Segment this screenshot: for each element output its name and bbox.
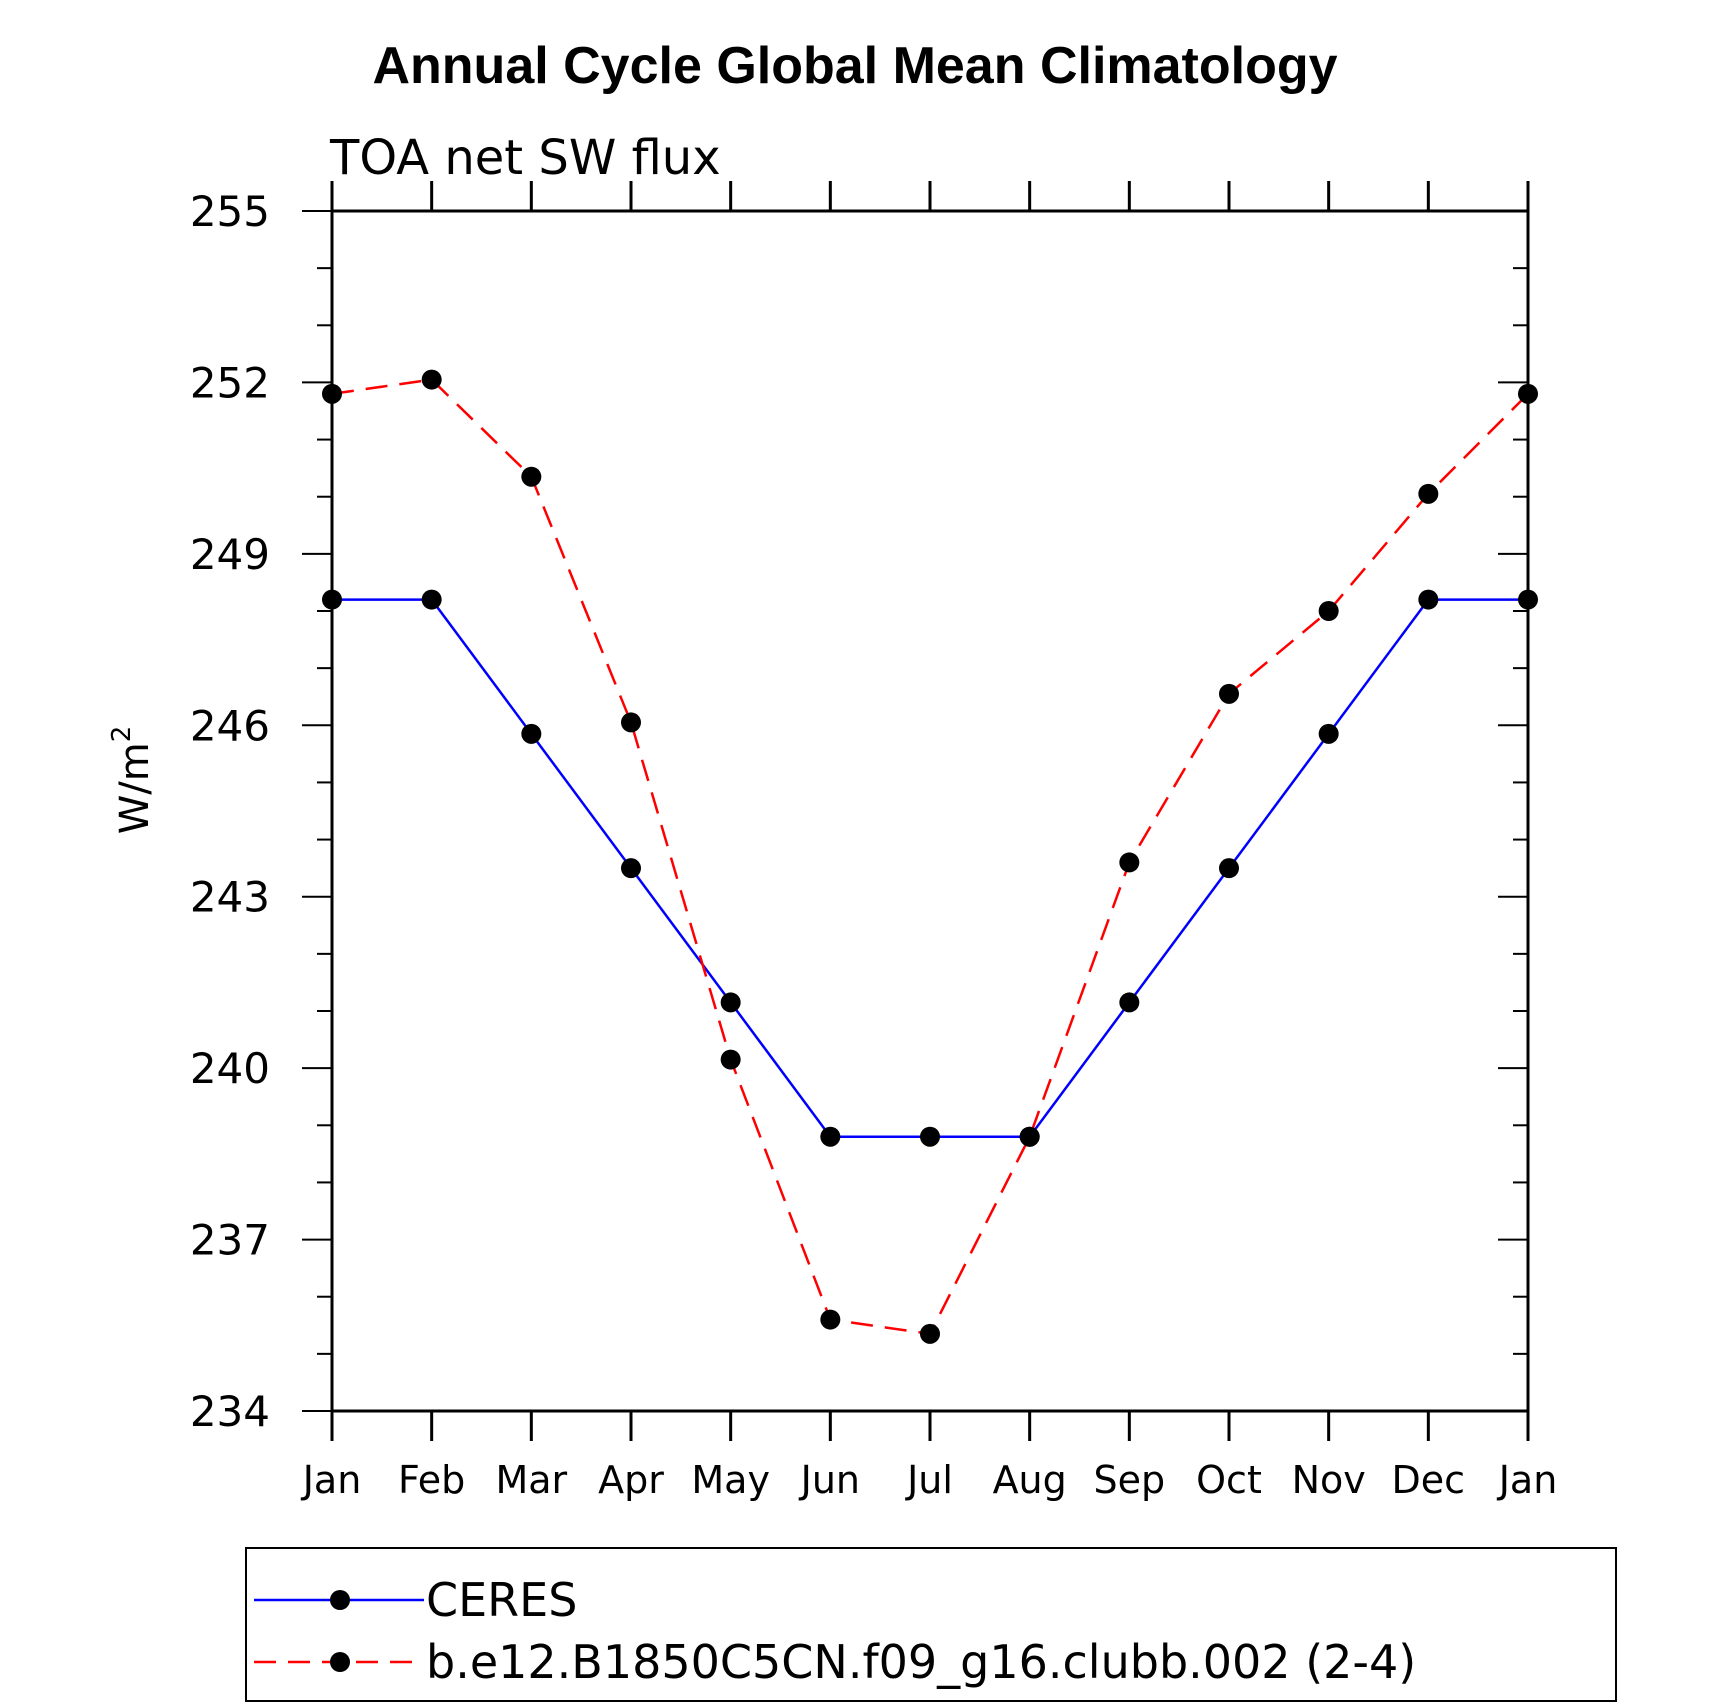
legend-marker-1: [330, 1590, 350, 1610]
chart-title: Annual Cycle Global Mean Climatology: [372, 37, 1337, 95]
y-tick-label: 246: [190, 701, 270, 750]
data-point: [421, 589, 442, 610]
data-point: [920, 1323, 940, 1344]
x-tick-label: Jul: [905, 1458, 953, 1502]
data-point: [621, 712, 641, 733]
axis-ticks: [302, 181, 1530, 1441]
x-tick-label: Aug: [993, 1458, 1067, 1502]
x-tick-label: May: [691, 1458, 770, 1502]
y-tick-label: 249: [190, 530, 270, 579]
series-line-1: [332, 598, 1528, 1138]
data-point: [1019, 1126, 1040, 1147]
x-tick-label: Oct: [1196, 1458, 1262, 1502]
x-tick-label: Apr: [598, 1458, 664, 1502]
data-point: [720, 1049, 741, 1070]
data-point: [1418, 589, 1439, 610]
data-point: [820, 1309, 841, 1330]
data-point: [820, 1126, 841, 1147]
data-point: [1119, 992, 1140, 1013]
x-tick-label: Dec: [1392, 1458, 1466, 1502]
x-tick-label: Sep: [1094, 1458, 1166, 1502]
y-axis-label-text: W/m: [112, 742, 158, 834]
x-tick-label: Mar: [495, 1458, 567, 1502]
data-point: [920, 1126, 940, 1147]
chart-subtitle: TOA net SW flux: [329, 130, 721, 186]
legend-box: [245, 1547, 1617, 1702]
data-point: [322, 589, 342, 610]
plot-frame: [330, 209, 1530, 1413]
series-line-2: [331, 378, 1529, 1336]
y-tick-label: 237: [190, 1216, 270, 1265]
series-group: [322, 369, 1538, 1344]
x-tick-label: Jan: [301, 1458, 362, 1502]
data-point: [1318, 723, 1339, 744]
x-tick-labels: Jan Feb Mar Apr May Jun Jul Aug Sep Oct Nov Dec Jan: [301, 1458, 1558, 1502]
data-point: [720, 992, 741, 1013]
x-tick-label: Nov: [1292, 1458, 1366, 1502]
y-tick-label: 234: [190, 1387, 270, 1436]
data-point: [621, 858, 641, 879]
y-tick-label: 240: [190, 1044, 270, 1093]
legend-label-2: b.e12.B1850C5CN.f09_g16.clubb.002 (2-4): [426, 1635, 1416, 1689]
y-tick-label: 243: [190, 873, 270, 922]
data-point: [1318, 601, 1339, 621]
y-tick-label: 255: [190, 187, 270, 236]
legend-marker-2: [330, 1652, 350, 1672]
x-tick-label: Feb: [398, 1458, 465, 1502]
y-axis-label: W/m2: [107, 726, 158, 835]
legend: CERES b.e12.B1850C5CN.f09_g16.clubb.002 (…: [254, 1573, 1416, 1689]
data-point: [1518, 383, 1538, 404]
data-point: [322, 383, 342, 404]
data-point: [1219, 858, 1239, 879]
data-point: [1119, 852, 1140, 873]
y-tick-label: 252: [190, 358, 270, 407]
data-point: [1418, 483, 1439, 504]
x-tick-label: Jan: [1497, 1458, 1558, 1502]
data-point: [1518, 589, 1538, 610]
svg-text:W/m2: W/m2: [107, 726, 158, 835]
data-point: [1219, 683, 1239, 704]
x-tick-label: Jun: [799, 1458, 860, 1502]
y-axis-label-superscript: 2: [107, 726, 137, 743]
legend-label-1: CERES: [426, 1573, 577, 1627]
data-point: [421, 369, 442, 390]
data-point: [521, 466, 542, 487]
y-tick-labels: 234 237 240 243 246 249 252 255: [190, 187, 270, 1436]
data-point: [521, 723, 542, 744]
